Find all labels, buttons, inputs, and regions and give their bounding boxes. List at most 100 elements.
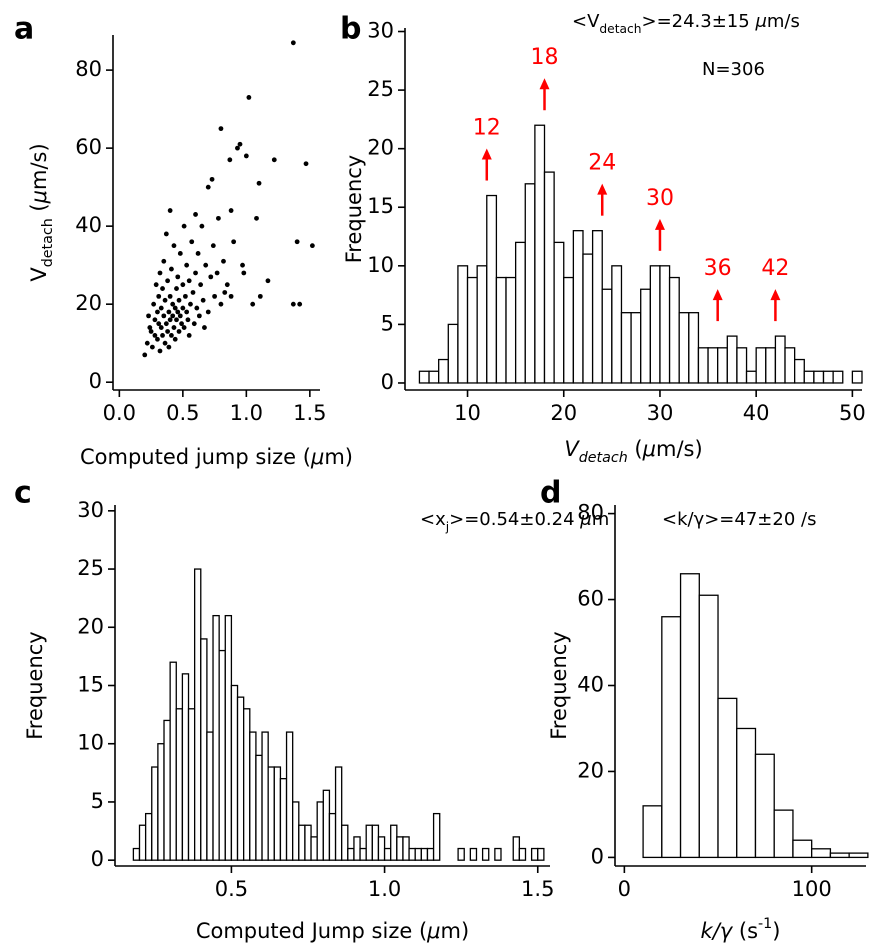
x-axis-label-part: m/s) (656, 437, 703, 461)
marker-arrow-head (770, 289, 781, 301)
bar (736, 347, 748, 384)
panel-letter: c (14, 476, 32, 511)
marker-arrow-head (481, 148, 492, 160)
point (165, 278, 171, 284)
x-tick-label: 0.5 (166, 401, 199, 425)
bar (582, 253, 594, 384)
bar (151, 766, 159, 861)
bar (620, 312, 632, 384)
point (303, 161, 309, 167)
y-tick-label: 30 (367, 19, 394, 43)
bar (530, 847, 539, 861)
annotation: <Vdetach>=24.3±15 μm/s (572, 11, 800, 36)
point (189, 239, 195, 245)
bar (175, 708, 184, 861)
bar (347, 847, 355, 861)
point (176, 329, 182, 334)
x-tick-label: 40 (743, 401, 770, 425)
bar (279, 778, 288, 861)
x-axis-label-part: m) (441, 919, 470, 943)
point (166, 344, 172, 350)
y-tick-label: 60 (75, 135, 102, 159)
point (177, 313, 183, 319)
point (294, 239, 300, 245)
bar (328, 812, 337, 861)
annotation-part: <k/γ>=47±20 /s (662, 509, 816, 530)
point (180, 282, 186, 288)
annotation: <xj>=0.54±0.24 μm (420, 509, 609, 534)
point (144, 340, 150, 346)
point (160, 332, 165, 338)
x-tick-label: 50 (839, 401, 866, 425)
y-axis-label-part: m/s) (27, 143, 51, 190)
point (188, 301, 193, 307)
point (152, 317, 158, 323)
point (205, 309, 211, 315)
point (163, 231, 169, 237)
marker-arrow-head (539, 78, 550, 90)
point (153, 282, 159, 288)
bar (249, 731, 257, 861)
bar (514, 241, 526, 384)
point (161, 258, 167, 264)
bar (310, 836, 318, 861)
y-tick-label: 25 (367, 77, 394, 101)
point (170, 313, 176, 319)
annotation: <k/γ>=47±20 /s (662, 509, 816, 530)
annotation-part: >=24.3±15 (641, 11, 755, 32)
bar (469, 847, 478, 861)
annotation-part: >=0.54±0.24 (449, 509, 580, 530)
y-tick-label: 20 (77, 614, 104, 638)
bar (813, 370, 825, 384)
bar (640, 288, 651, 384)
x-tick-label: 1.0 (368, 877, 401, 901)
y-tick-label: 5 (91, 789, 104, 813)
bar (383, 847, 392, 861)
bar (765, 347, 777, 384)
point (156, 293, 162, 299)
y-tick-label: 80 (75, 57, 102, 81)
annotation-part: μ (579, 509, 591, 530)
bar (524, 183, 536, 384)
bar (642, 805, 663, 859)
bar (390, 824, 398, 861)
point (186, 278, 192, 284)
bar (181, 673, 190, 861)
point (162, 340, 168, 346)
y-tick-label: 0 (381, 370, 394, 394)
bar (466, 276, 478, 384)
x-tick-label: 1.0 (230, 401, 263, 425)
bar (707, 347, 719, 384)
x-tick-label: 20 (550, 401, 577, 425)
panel-letter: a (14, 12, 34, 47)
bar (218, 649, 226, 861)
bar (206, 731, 214, 861)
bar (784, 347, 796, 384)
x-axis-label-part: V (564, 437, 580, 461)
bar (144, 812, 153, 861)
point (208, 274, 214, 280)
bar (408, 847, 416, 861)
y-tick-label: 80 (577, 501, 604, 525)
point (196, 313, 202, 319)
annotation-part: μ (754, 11, 766, 32)
x-axis-label: Computed Jump size (μm) (196, 919, 469, 943)
point (190, 290, 196, 295)
x-axis-label-part: k/γ (701, 919, 734, 943)
x-tick-label: 1.5 (293, 401, 326, 425)
x-axis-label: Vdetach (μm/s) (564, 437, 702, 466)
x-axis-label-part: μ (642, 437, 656, 461)
bar (659, 265, 671, 384)
bar (794, 358, 805, 384)
point (290, 301, 296, 307)
x-axis-label-part: m) (324, 445, 353, 469)
point (209, 176, 215, 182)
y-tick-label: 0 (591, 844, 604, 868)
point (271, 157, 277, 163)
marker-label: 12 (473, 116, 501, 141)
bar (649, 265, 661, 384)
point (174, 317, 179, 323)
point (214, 270, 220, 276)
bar (572, 230, 584, 384)
marker-label: 24 (588, 151, 616, 176)
